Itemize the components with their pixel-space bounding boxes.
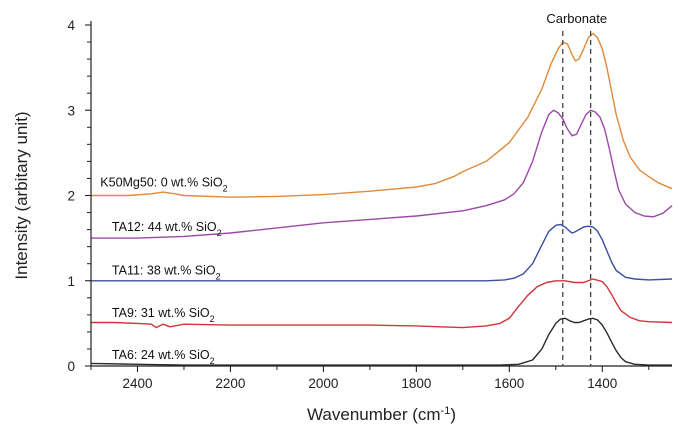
axes: 2400 2200 2000 1800 1600 1400 0 1 2 3 4	[67, 18, 672, 391]
series-line	[91, 109, 673, 239]
y-tick-label: 2	[67, 189, 75, 204]
x-tick-label: 1400	[587, 376, 617, 391]
plot-area: TA6: 24 wt.% SiO2 TA9: 31 wt.% SiO2 TA11: …	[90, 32, 673, 366]
carbonate-label: Carbonate	[546, 11, 607, 26]
series-label: K50Mg50: 0 wt.% SiO2	[100, 176, 227, 194]
carbonate-annotation: Carbonate	[546, 11, 607, 366]
x-tick-label: 2400	[122, 376, 152, 391]
x-tick-label: 2000	[308, 376, 338, 391]
series-line	[91, 223, 673, 282]
y-axis-title: Intensity (arbitary unit)	[12, 111, 31, 279]
series-line	[90, 317, 672, 366]
y-tick-label: 0	[67, 359, 75, 374]
y-tick-label: 1	[67, 274, 75, 289]
x-axis-title: Wavenumber (cm-1)	[307, 405, 456, 424]
y-tick-label: 4	[67, 18, 75, 33]
series-label: TA6: 24 wt.% SiO2	[112, 348, 215, 366]
series-label: TA12: 44 wt.% SiO2	[112, 220, 222, 238]
series-label: TA11: 38 wt.% SiO2	[112, 264, 221, 282]
series-label: TA9: 31 wt.% SiO2	[112, 306, 215, 324]
x-tick-label: 1600	[494, 376, 524, 391]
x-tick-label: 2200	[215, 376, 245, 391]
x-tick-label: 1800	[401, 376, 431, 391]
y-tick-label: 3	[67, 103, 75, 118]
series-line	[91, 278, 673, 329]
series-line	[91, 32, 673, 198]
